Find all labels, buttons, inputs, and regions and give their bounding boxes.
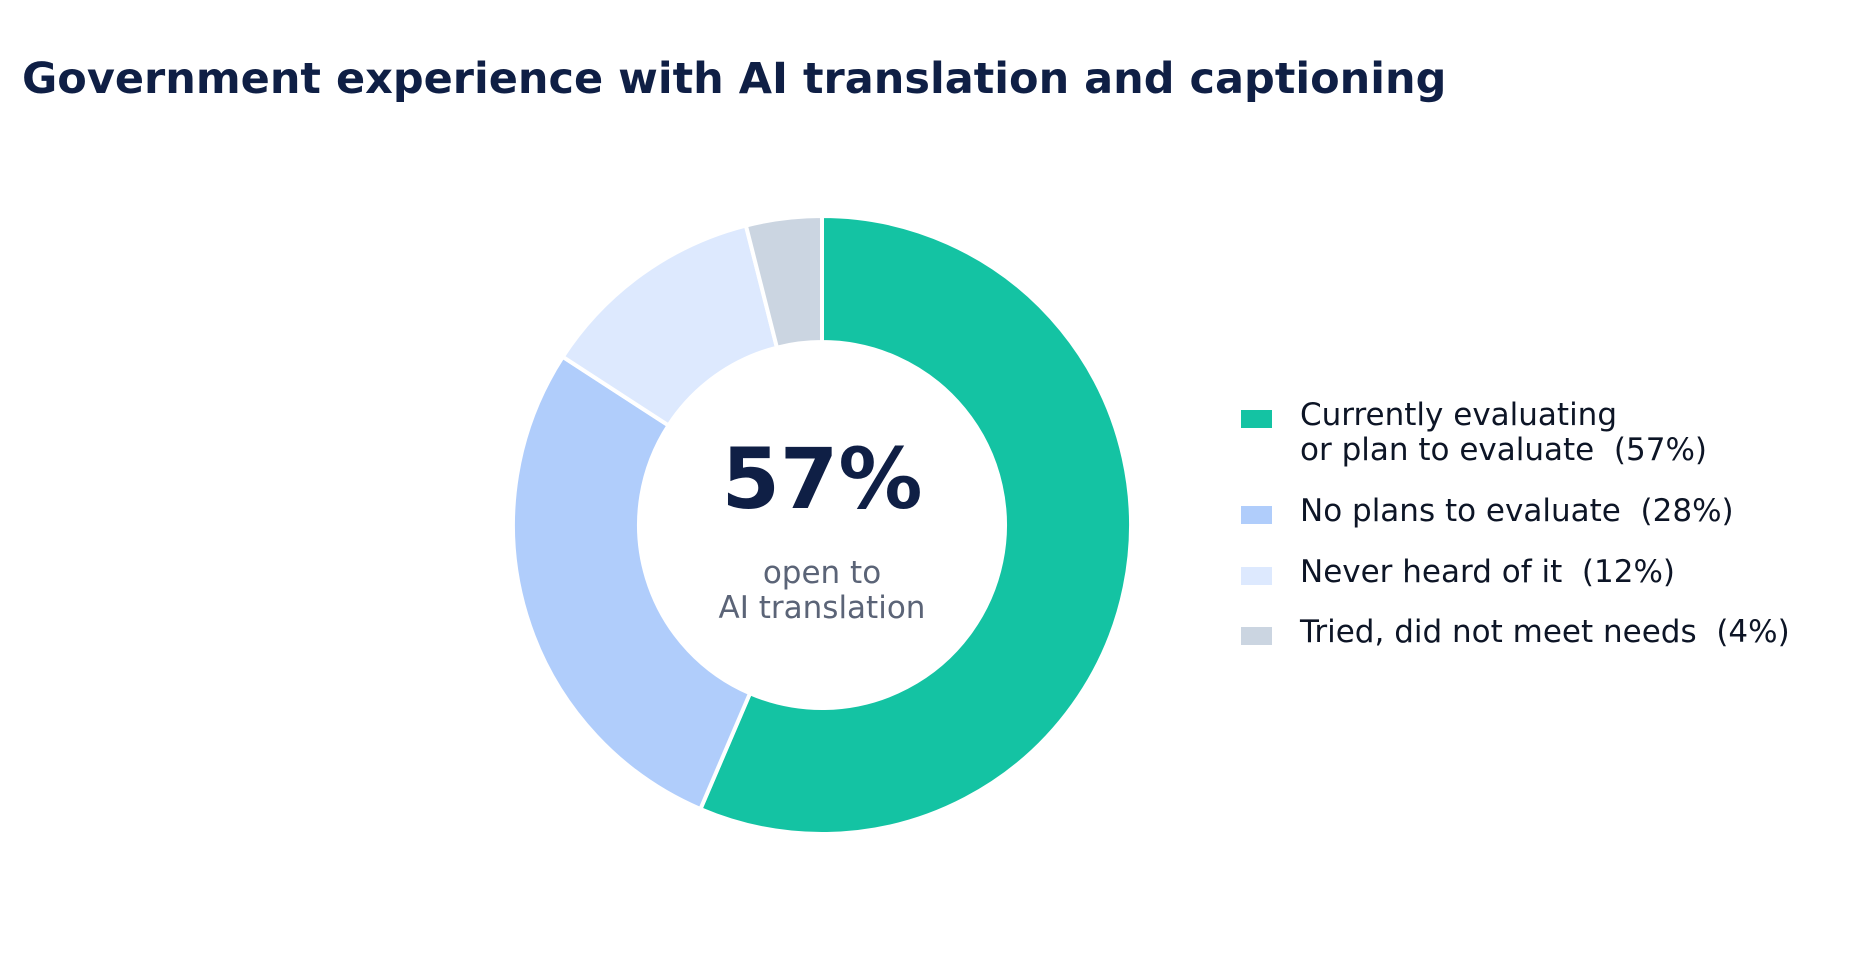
legend-label: No plans to evaluate (28%)	[1300, 493, 1734, 529]
legend-label: Currently evaluating or plan to evaluate…	[1300, 397, 1708, 468]
center-value: 57%	[721, 430, 922, 528]
donut-slice-1	[697, 213, 1133, 836]
legend-label: Tried, did not meet needs (4%)	[1300, 614, 1790, 650]
legend-item: No plans to evaluate (28%)	[1241, 494, 1734, 529]
legend-swatch	[1241, 627, 1272, 645]
donut-slice-4	[743, 213, 824, 351]
legend-item: Never heard of it (12%)	[1241, 555, 1675, 590]
legend-item: Currently evaluating or plan to evaluate…	[1241, 398, 1707, 468]
center-label: open to AI translation	[719, 555, 926, 626]
chart-title: Government experience with AI translatio…	[22, 54, 1447, 104]
legend-item: Tried, did not meet needs (4%)	[1241, 615, 1790, 650]
donut-slices	[511, 213, 1133, 836]
legend-swatch	[1241, 567, 1272, 585]
legend-label: Never heard of it (12%)	[1300, 554, 1676, 590]
legend-swatch	[1241, 410, 1272, 428]
donut-slice-2	[511, 354, 753, 812]
legend-swatch	[1241, 506, 1272, 524]
